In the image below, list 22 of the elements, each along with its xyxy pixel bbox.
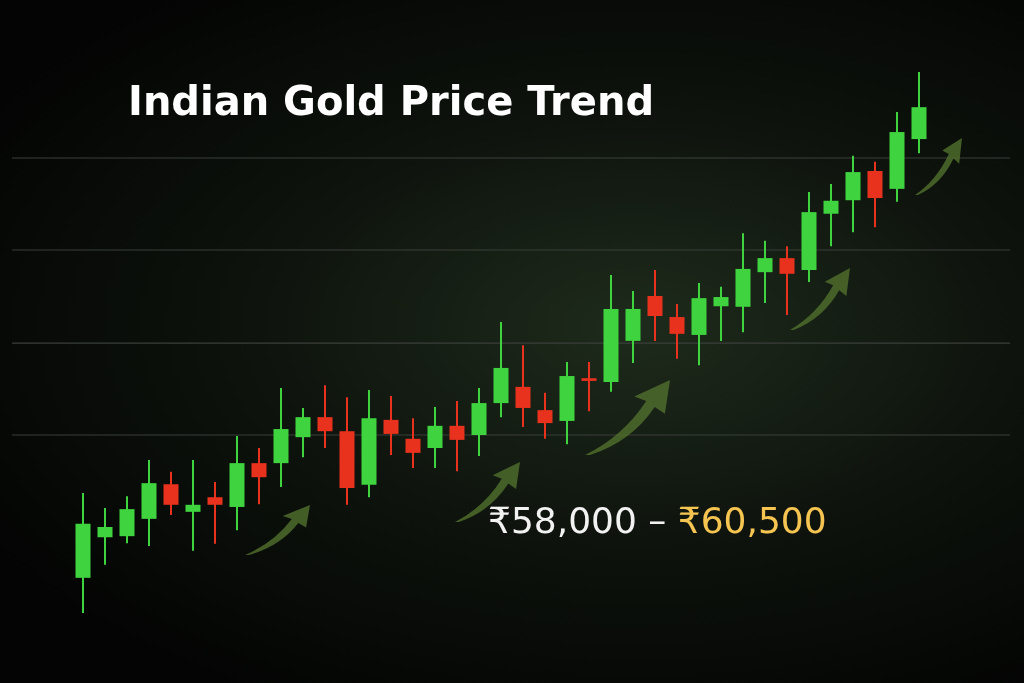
candlestick	[647, 269, 663, 342]
candlestick	[163, 470, 179, 517]
candlestick	[537, 391, 553, 440]
candlestick	[669, 303, 685, 360]
annotation: ₹58,000 – ₹60,500	[488, 500, 827, 541]
candlestick	[713, 285, 729, 342]
candlestick	[779, 245, 795, 316]
candlestick	[823, 182, 839, 248]
candlestick	[185, 458, 201, 552]
chart-title: Indian Gold Price Trend	[128, 78, 655, 124]
candlestick	[383, 395, 399, 457]
candlestick	[515, 344, 531, 428]
candlestick	[295, 406, 311, 459]
candlestick	[449, 399, 465, 473]
candlestick	[97, 507, 113, 566]
candlestick	[207, 481, 223, 545]
candlestick	[317, 384, 333, 449]
candlestick	[251, 447, 267, 506]
candlestick	[427, 405, 443, 470]
candlestick	[581, 360, 597, 413]
candlestick	[405, 417, 421, 470]
candlestick	[757, 239, 773, 305]
